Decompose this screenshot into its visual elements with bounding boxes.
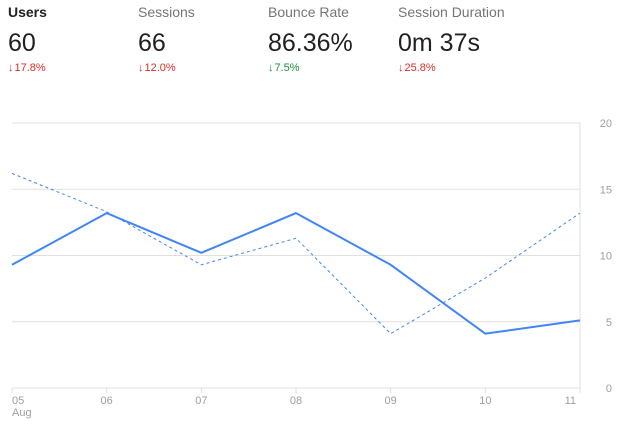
x-tick-label: 10	[479, 395, 491, 407]
series-line-solid	[11, 212, 581, 335]
metric-value: 0m 37s	[398, 29, 480, 57]
x-tick-sublabel: Aug	[12, 407, 32, 419]
metric-delta: ↓25.8%	[398, 62, 436, 74]
metric-delta-value: 17.8%	[14, 62, 46, 74]
y-tick-label: 15	[600, 184, 612, 196]
y-tick-label: 10	[600, 251, 612, 263]
arrow-down-icon: ↓	[268, 62, 274, 74]
arrow-down-icon: ↓	[8, 62, 14, 74]
metric-delta-value: 12.0%	[144, 62, 176, 74]
metric-label: Bounce Rate	[268, 4, 349, 20]
x-tick-label: 06	[101, 395, 113, 407]
x-tick-label: 07	[195, 395, 207, 407]
metric-delta-value: 7.5%	[274, 62, 300, 74]
metric-delta: ↓17.8%	[8, 62, 46, 74]
y-tick-label: 20	[600, 118, 612, 130]
x-tick-label: 08	[290, 395, 302, 407]
metric-tabs: Users 60 ↓17.8% Sessions 66 ↓12.0% Bounc…	[0, 0, 624, 90]
series-line-dashed	[11, 172, 581, 335]
metric-delta: ↓12.0%	[138, 62, 176, 74]
metric-value: 66	[138, 29, 166, 57]
arrow-down-icon: ↓	[398, 62, 404, 74]
metric-delta-value: 25.8%	[404, 62, 436, 74]
metric-value: 60	[8, 29, 36, 57]
metric-label: Session Duration	[398, 4, 505, 20]
metric-delta: ↓7.5%	[268, 62, 300, 74]
x-tick-label: 05	[12, 395, 24, 407]
metric-label: Sessions	[138, 4, 195, 20]
metric-value: 86.36%	[268, 29, 353, 57]
x-tick-label: 09	[385, 395, 397, 407]
y-tick-label: 5	[606, 317, 612, 329]
metric-label: Users	[8, 4, 47, 20]
arrow-down-icon: ↓	[138, 62, 144, 74]
x-tick-label: 11	[565, 395, 576, 407]
y-tick-label: 0	[606, 383, 612, 395]
